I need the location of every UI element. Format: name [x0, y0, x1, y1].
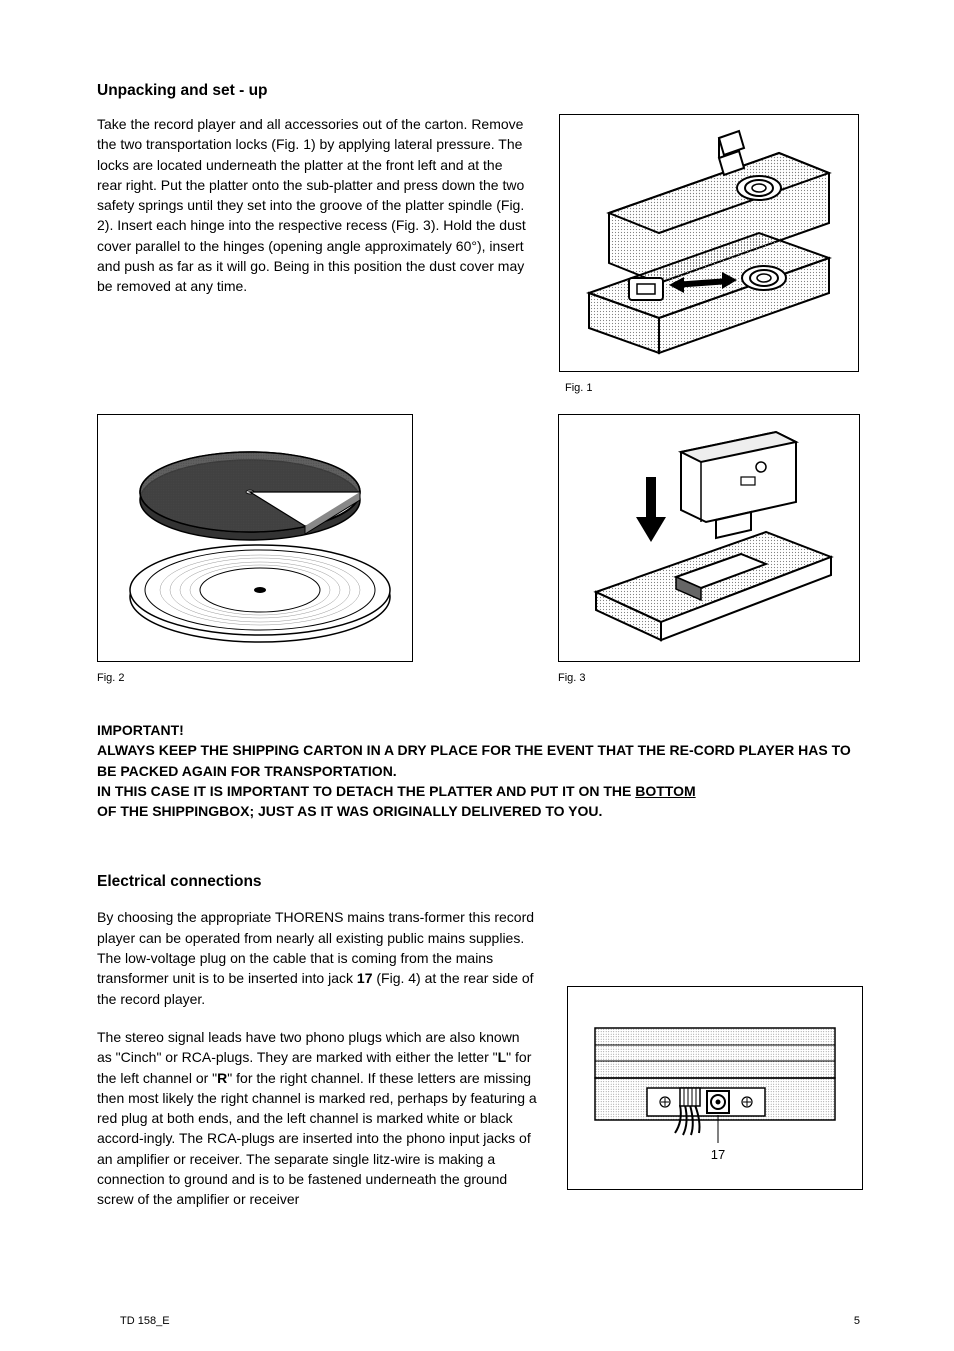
- fig3-block: Fig. 3: [558, 414, 860, 684]
- p1-jack: 17: [357, 970, 373, 986]
- important-line2a: IN THIS CASE IT IS IMPORTANT TO DETACH T…: [97, 783, 635, 799]
- figure-2-svg: [105, 422, 405, 654]
- fig3-caption: Fig. 3: [558, 672, 586, 684]
- section1-title: Unpacking and set - up: [97, 82, 860, 100]
- important-line2b: BOTTOM: [635, 783, 695, 799]
- fig4-label-text: 17: [711, 1147, 725, 1162]
- figure-4-svg: 17: [575, 993, 855, 1183]
- fig2-fig3-row: Fig. 2: [97, 414, 860, 684]
- section2-title: Electrical connections: [97, 873, 860, 891]
- section2-p2: The stereo signal leads have two phono p…: [97, 1027, 537, 1210]
- section2-text: By choosing the appropriate THORENS main…: [97, 907, 537, 1209]
- section-unpacking: Unpacking and set - up Take the record p…: [97, 82, 860, 821]
- figure-1: [559, 114, 859, 372]
- fig1-caption: Fig. 1: [565, 382, 593, 394]
- fig4-column: 17: [567, 907, 863, 1209]
- figure-3-svg: [566, 422, 852, 654]
- important-block: IMPORTANT! ALWAYS KEEP THE SHIPPING CART…: [97, 720, 860, 821]
- figure-3: [558, 414, 860, 662]
- section1-paragraph: Take the record player and all accessori…: [97, 114, 527, 394]
- p2c: " for the right channel. If these letter…: [97, 1070, 537, 1208]
- section-electrical: Electrical connections By choosing the a…: [97, 873, 860, 1209]
- p2-R: R: [217, 1070, 227, 1086]
- important-line2: IN THIS CASE IT IS IMPORTANT TO DETACH T…: [97, 781, 860, 801]
- footer-right: 5: [854, 1315, 860, 1327]
- figure-1-svg: [569, 123, 849, 363]
- fig2-caption: Fig. 2: [97, 672, 125, 684]
- section1-two-col: Take the record player and all accessori…: [97, 114, 860, 394]
- section2-columns: By choosing the appropriate THORENS main…: [97, 907, 860, 1209]
- figure-4: 17: [567, 986, 863, 1190]
- important-line3: OF THE SHIPPINGBOX; JUST AS IT WAS ORIGI…: [97, 801, 860, 821]
- important-heading: IMPORTANT!: [97, 720, 860, 740]
- p2-L: L: [498, 1049, 507, 1065]
- fig2-block: Fig. 2: [97, 414, 413, 684]
- page-footer: TD 158_E 5: [120, 1315, 860, 1327]
- footer-left: TD 158_E: [120, 1315, 170, 1327]
- figure-2: [97, 414, 413, 662]
- important-line1: ALWAYS KEEP THE SHIPPING CARTON IN A DRY…: [97, 740, 860, 781]
- p2a: The stereo signal leads have two phono p…: [97, 1029, 520, 1065]
- section2-p1: By choosing the appropriate THORENS main…: [97, 907, 537, 1008]
- fig1-column: Fig. 1: [557, 114, 860, 394]
